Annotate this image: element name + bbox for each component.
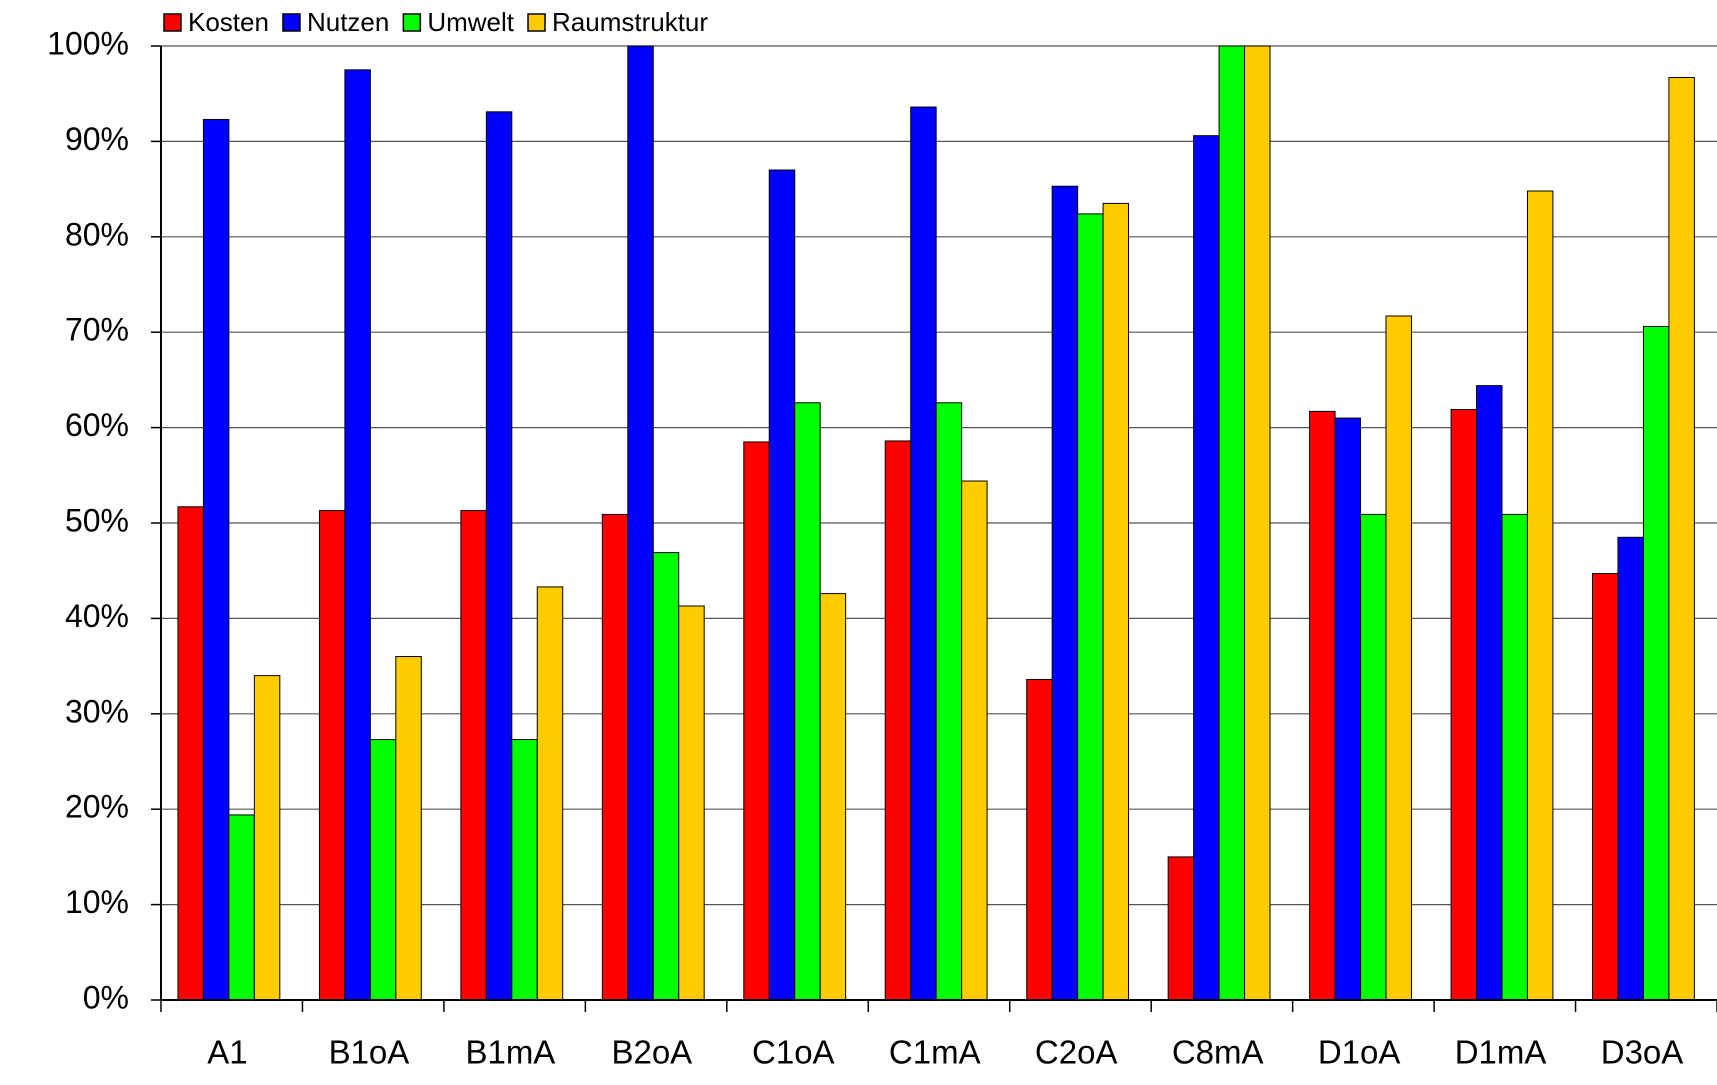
bar	[1167, 856, 1195, 1001]
bar	[910, 106, 937, 1001]
bar	[1102, 202, 1130, 1001]
x-tick-label: C1oA	[752, 1034, 835, 1071]
legend-label: Nutzen	[307, 7, 389, 37]
bar	[1668, 76, 1695, 1001]
bar	[884, 440, 912, 1001]
x-tick-label: C1mA	[889, 1034, 981, 1071]
bar	[1026, 678, 1053, 1001]
y-tick-label: 80%	[65, 216, 129, 252]
legend-label: Raumstruktur	[552, 7, 708, 37]
bar	[253, 675, 281, 1001]
bar	[935, 402, 963, 1001]
y-tick-label: 10%	[65, 884, 129, 920]
y-tick-label: 70%	[65, 312, 129, 348]
bar	[318, 510, 346, 1001]
bar	[202, 118, 230, 1001]
x-tick-label: C2oA	[1035, 1034, 1118, 1071]
y-tick-label: 100%	[47, 25, 129, 61]
x-tick-label: D1mA	[1455, 1034, 1547, 1071]
y-tick-label: 0%	[83, 979, 129, 1015]
bar	[1077, 213, 1104, 1001]
bar	[1592, 573, 1619, 1001]
legend-swatch	[402, 13, 422, 32]
bar	[228, 814, 255, 1001]
x-tick-label: B1mA	[465, 1034, 555, 1071]
x-tick-label: A1	[207, 1034, 247, 1071]
bar	[627, 45, 654, 1001]
y-tick-label: 90%	[65, 121, 129, 157]
bar	[1334, 417, 1362, 1001]
bar	[1642, 325, 1670, 1001]
bar	[1476, 385, 1503, 1001]
bar	[395, 656, 422, 1001]
y-tick-label: 30%	[65, 693, 129, 729]
bar	[961, 480, 988, 1001]
y-tick-label: 20%	[65, 789, 129, 825]
bar	[536, 586, 564, 1001]
bar	[369, 739, 397, 1001]
bar	[678, 605, 705, 1001]
bar	[1309, 410, 1336, 1001]
bar	[344, 69, 371, 1001]
y-tick-label: 40%	[65, 598, 129, 634]
bar	[1244, 45, 1271, 1001]
bar	[794, 402, 821, 1001]
bar	[1218, 45, 1246, 1001]
x-tick-label: D3oA	[1601, 1034, 1684, 1071]
x-tick-label: D1oA	[1318, 1034, 1401, 1071]
legend-swatch	[527, 13, 546, 32]
bar	[1360, 513, 1387, 1001]
legend-label: Kosten	[188, 7, 269, 37]
y-tick-label: 50%	[65, 502, 129, 538]
x-tick-label: B1oA	[329, 1034, 410, 1071]
bar	[1051, 185, 1079, 1001]
bar	[768, 169, 796, 1001]
bar	[819, 593, 847, 1001]
x-tick-label: B2oA	[611, 1034, 692, 1071]
bar	[1501, 513, 1528, 1001]
x-tick-label: C8mA	[1172, 1034, 1264, 1071]
bar	[1526, 190, 1554, 1001]
y-tick-label: 60%	[65, 407, 129, 443]
legend-label: Umwelt	[427, 7, 514, 37]
bar	[177, 506, 204, 1001]
legend-swatch	[282, 13, 301, 32]
bar	[1193, 135, 1220, 1001]
bar	[601, 513, 629, 1001]
bar	[1385, 315, 1412, 1001]
bar	[652, 552, 680, 1001]
legend-swatch	[163, 13, 182, 32]
bar	[511, 739, 538, 1001]
bar	[460, 510, 487, 1001]
bar	[743, 441, 770, 1001]
bar	[1450, 408, 1478, 1001]
bar	[1617, 536, 1644, 1001]
bar	[485, 111, 513, 1001]
